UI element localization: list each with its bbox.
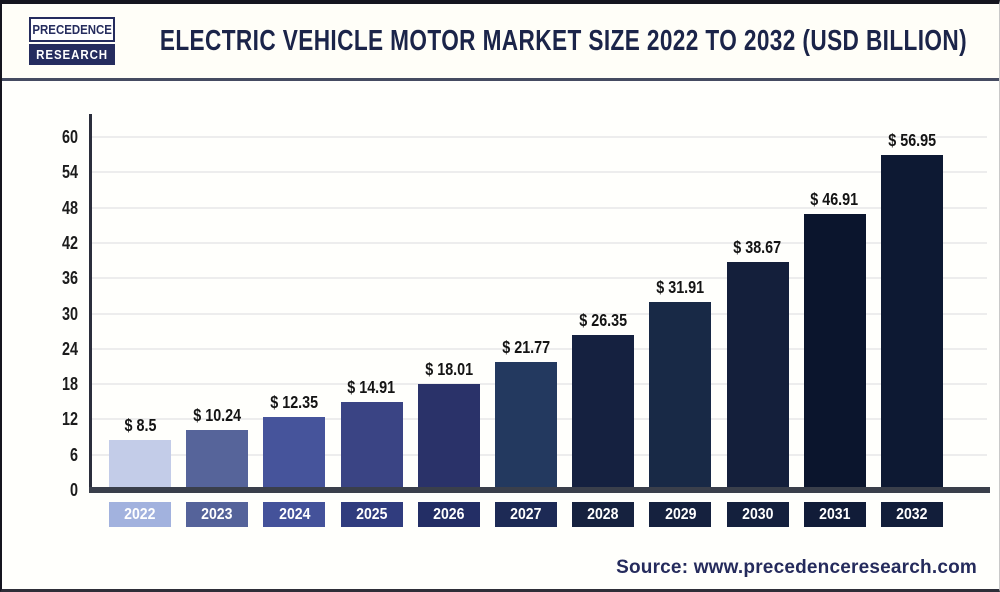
y-tick-label-6: 6 bbox=[69, 444, 78, 465]
gridline-36 bbox=[91, 277, 987, 280]
bar-2023 bbox=[186, 430, 249, 490]
bars-row: $ 8.5 $ 10.24 $ 12.35 $ 14.91 $ 18.01 $ 21.77… bbox=[91, 119, 987, 490]
bar-column-2031: $ 46.91 bbox=[803, 188, 866, 490]
x-tick-text-2032: 2032 bbox=[896, 505, 928, 523]
bar-2022 bbox=[109, 440, 171, 490]
x-tick-2030: 2030 bbox=[726, 502, 789, 527]
bar-column-2027: $ 21.77 bbox=[494, 336, 557, 490]
bar-value-label-2024: $ 12.35 bbox=[270, 391, 319, 412]
x-tick-2023: 2023 bbox=[186, 502, 249, 527]
x-tick-text-2023: 2023 bbox=[201, 505, 233, 523]
x-tick-2024: 2024 bbox=[263, 502, 326, 527]
y-tick-label-30: 30 bbox=[61, 303, 78, 324]
x-tick-2027: 2027 bbox=[494, 502, 557, 527]
x-tick-text-2027: 2027 bbox=[510, 505, 542, 523]
logo-line2-text: RESEARCH bbox=[36, 47, 108, 62]
y-axis-line bbox=[89, 114, 92, 493]
y-tick-label-24: 24 bbox=[61, 338, 78, 359]
y-tick-label-36: 36 bbox=[61, 268, 78, 289]
x-tick-2031: 2031 bbox=[803, 502, 866, 527]
bar-value-label-2027: $ 21.77 bbox=[501, 336, 550, 357]
x-tick-text-2028: 2028 bbox=[587, 505, 619, 523]
logo-line1-text: PRECEDENCE bbox=[32, 22, 112, 37]
bar-column-2022: $ 8.5 bbox=[109, 414, 171, 490]
bar-column-2032: $ 56.95 bbox=[880, 129, 943, 490]
bar-2027 bbox=[494, 362, 557, 490]
x-tick-2028: 2028 bbox=[572, 502, 635, 527]
bar-value-label-2023: $ 10.24 bbox=[193, 404, 242, 425]
logo-line2: RESEARCH bbox=[29, 44, 115, 65]
x-axis-labels: 2022 2023 2024 2025 2026 2027 2028 2029 2030 2031… bbox=[91, 502, 987, 527]
y-axis-labels: 0 6 12 18 24 30 36 42 48 54 60 bbox=[30, 119, 78, 499]
bar-2030 bbox=[726, 262, 789, 490]
bar-column-2026: $ 18.01 bbox=[417, 358, 480, 490]
x-tick-text-2031: 2031 bbox=[819, 505, 851, 523]
bar-2029 bbox=[649, 302, 712, 490]
bar-2025 bbox=[340, 402, 403, 490]
y-tick-label-0: 0 bbox=[69, 480, 78, 500]
x-tick-2022: 2022 bbox=[109, 502, 171, 527]
bar-value-label-2025: $ 14.91 bbox=[347, 376, 396, 397]
bar-value-label-2030: $ 38.67 bbox=[733, 236, 782, 257]
bar-2031 bbox=[803, 214, 866, 490]
bar-column-2024: $ 12.35 bbox=[263, 391, 326, 490]
gridline-42 bbox=[91, 241, 987, 244]
y-tick-label-18: 18 bbox=[61, 374, 78, 395]
gridline-60 bbox=[91, 136, 987, 138]
bar-column-2029: $ 31.91 bbox=[649, 276, 712, 490]
chart-title-text: ELECTRIC VEHICLE MOTOR MARKET SIZE 2022 … bbox=[159, 24, 967, 57]
y-tick-label-60: 60 bbox=[61, 127, 78, 147]
bar-2028 bbox=[572, 335, 635, 490]
source-attribution: Source: www.precedenceresearch.com bbox=[616, 557, 977, 578]
gridline-48 bbox=[91, 206, 987, 209]
bar-2032 bbox=[880, 155, 943, 490]
bar-column-2023: $ 10.24 bbox=[186, 404, 249, 490]
x-tick-text-2025: 2025 bbox=[355, 505, 388, 523]
bar-column-2025: $ 14.91 bbox=[340, 376, 403, 490]
bar-2024 bbox=[263, 417, 326, 490]
x-tick-2032: 2032 bbox=[880, 502, 943, 527]
x-tick-text-2026: 2026 bbox=[433, 505, 465, 523]
x-tick-2029: 2029 bbox=[649, 502, 712, 527]
y-tick-label-54: 54 bbox=[61, 162, 78, 183]
bar-value-label-2029: $ 31.91 bbox=[656, 276, 705, 297]
gridline-24 bbox=[91, 347, 987, 350]
bar-value-label-2022: $ 8.5 bbox=[124, 414, 156, 435]
precedence-research-logo: PRECEDENCE RESEARCH bbox=[29, 17, 115, 65]
x-tick-text-2030: 2030 bbox=[741, 505, 774, 523]
x-tick-2026: 2026 bbox=[417, 502, 480, 527]
y-tick-label-48: 48 bbox=[61, 197, 78, 218]
y-tick-label-42: 42 bbox=[61, 232, 78, 253]
bar-column-2028: $ 26.35 bbox=[572, 309, 635, 490]
bar-2026 bbox=[417, 384, 480, 490]
bar-value-label-2031: $ 46.91 bbox=[810, 188, 859, 209]
header: PRECEDENCE RESEARCH ELECTRIC VEHICLE MOT… bbox=[2, 4, 999, 81]
bar-column-2030: $ 38.67 bbox=[726, 236, 789, 490]
x-tick-2025: 2025 bbox=[340, 502, 403, 527]
gridline-54 bbox=[91, 171, 987, 174]
bar-value-label-2028: $ 26.35 bbox=[579, 309, 628, 330]
x-axis-line bbox=[89, 487, 990, 493]
x-tick-text-2022: 2022 bbox=[124, 505, 156, 523]
logo-line1: PRECEDENCE bbox=[29, 17, 115, 42]
x-tick-text-2024: 2024 bbox=[278, 505, 311, 523]
x-tick-text-2029: 2029 bbox=[664, 505, 696, 523]
bar-value-label-2032: $ 56.95 bbox=[887, 129, 936, 150]
y-tick-label-12: 12 bbox=[61, 409, 78, 430]
bar-value-label-2026: $ 18.01 bbox=[424, 358, 473, 379]
gridline-30 bbox=[91, 312, 987, 315]
chart-title: ELECTRIC VEHICLE MOTOR MARKET SIZE 2022 … bbox=[142, 4, 984, 78]
